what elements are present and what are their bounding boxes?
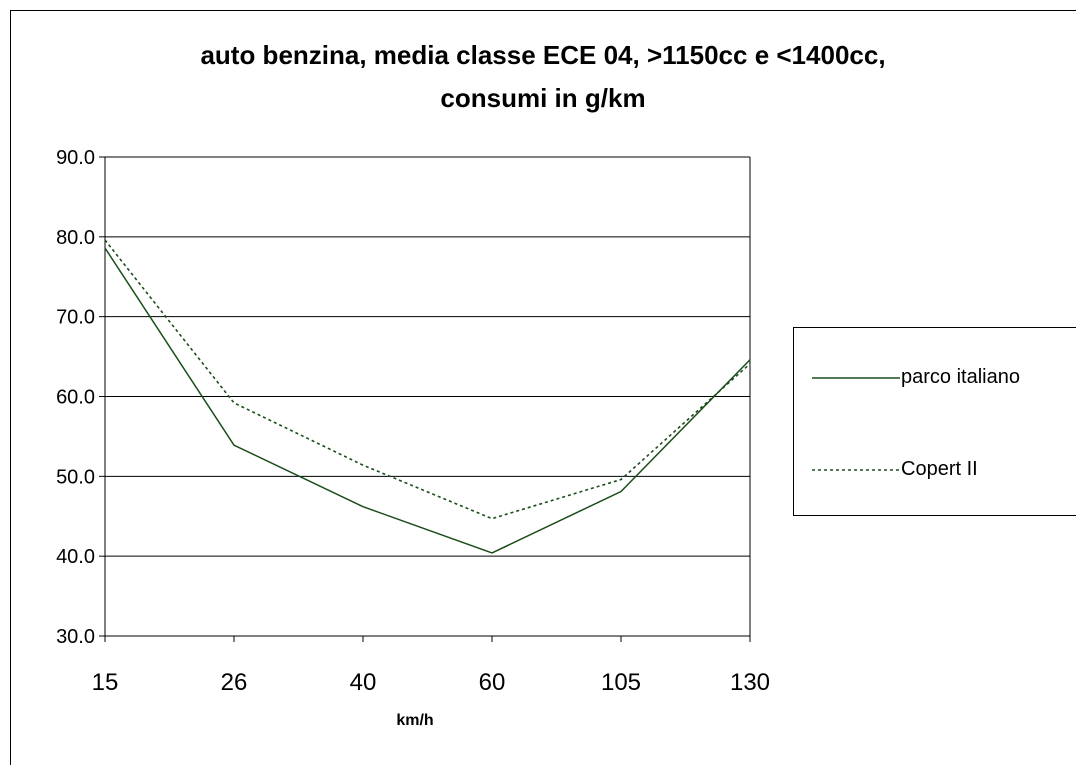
y-tick-label: 90.0 [56,147,95,169]
x-tick-label: 60 [479,669,506,696]
y-tick-label: 70.0 [56,307,95,329]
series-lines [104,239,751,554]
grid-lines [105,156,750,557]
x-tick-label: 40 [350,669,377,696]
chart-subtitle: consumi in g/km [440,83,646,113]
legend-item-copert-ii: Copert II [794,458,1074,482]
x-tick-label: 26 [221,669,248,696]
x-tick-label: 105 [601,669,641,696]
x-axis-label: km/h [396,712,434,729]
y-tick-label: 80.0 [56,227,95,249]
series-line-parco-italiano [104,247,751,554]
y-tick-label: 30.0 [56,626,95,648]
series-line-copert-ii [104,239,751,520]
legend-swatch-solid [812,377,900,379]
legend-item-parco-italiano: parco italiano [794,366,1074,390]
legend-label: parco italiano [901,366,1020,388]
y-tick-label: 60.0 [56,387,95,409]
y-tick-label: 40.0 [56,546,95,568]
chart-title: auto benzina, media classe ECE 04, >1150… [200,40,886,70]
tick-labels: 30.0 40.0 50.0 60.0 70.0 80.0 90.0 15 26 40 60 105 1… [56,147,770,696]
y-tick-label: 50.0 [56,466,95,488]
x-tick-label: 15 [92,669,119,696]
legend: parco italiano Copert II [793,327,1076,516]
chart-frame [10,10,1076,765]
axes [99,156,751,642]
x-tick-label: 130 [730,669,770,696]
legend-label: Copert II [901,458,978,480]
legend-swatch-dotted [812,469,900,471]
